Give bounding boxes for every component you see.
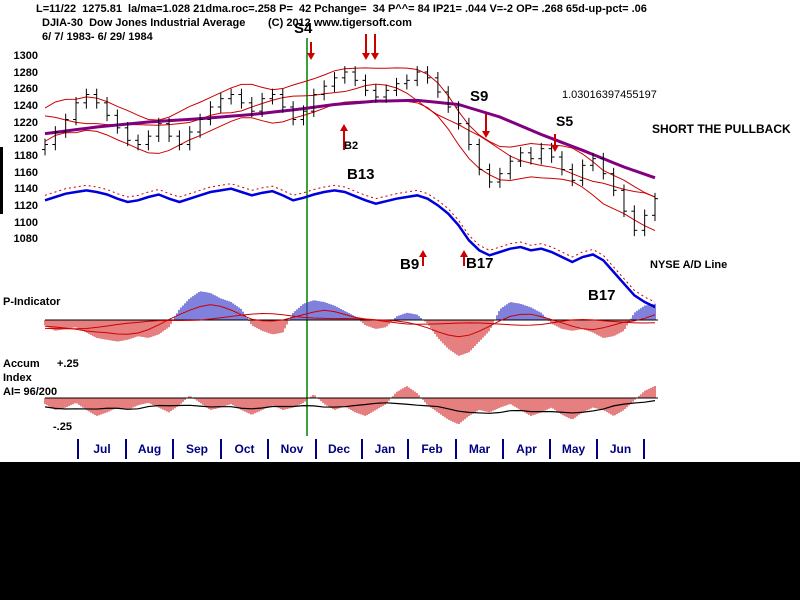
- symbol-title: DJIA-30 Dow Jones Industrial Average: [42, 17, 246, 29]
- accum-label: Accum: [3, 358, 40, 370]
- month-label-mar: Mar: [468, 442, 491, 456]
- annotation-s9: S9: [470, 88, 489, 105]
- month-label-oct: Oct: [234, 442, 255, 456]
- month-label-jun: Jun: [609, 442, 632, 456]
- month-label-apr: Apr: [516, 442, 537, 456]
- y-axis-label: 1220: [13, 116, 38, 129]
- annotation-s5: S5: [556, 113, 574, 129]
- date-range: 6/ 7/ 1983- 6/ 29/ 1984: [42, 31, 153, 43]
- minus-25-label: -.25: [53, 421, 72, 433]
- stats-line: L=11/22 1275.81 la/ma=1.028 21dma.roc=.2…: [36, 3, 647, 15]
- y-axis-label: 1160: [14, 166, 38, 179]
- y-axis-label: 1180: [14, 150, 38, 162]
- annotation-nyse-ad-line: NYSE A/D Line: [650, 259, 728, 271]
- y-axis-label: 1080: [13, 233, 38, 246]
- annotation-b17-second: B17: [588, 287, 616, 304]
- annotation-s4: S4: [294, 20, 313, 37]
- bottom-black-band: [0, 462, 800, 600]
- annotation-b2: B2: [344, 140, 359, 152]
- y-axis-label: 1120: [14, 200, 38, 212]
- y-axis-label: 1100: [14, 216, 38, 229]
- month-label-sep: Sep: [185, 442, 208, 456]
- y-axis-label: 1140: [14, 183, 38, 196]
- annotation-b17: B17: [466, 255, 494, 272]
- annotation-ratio-value: 1.03016397455197: [562, 89, 657, 101]
- y-axis-label: 1260: [13, 83, 38, 96]
- plus-25-label: +.25: [57, 358, 79, 370]
- annotation-b13: B13: [347, 166, 375, 183]
- y-axis-label: 1300: [13, 50, 38, 62]
- copyright-text: (C) 2012 www.tigersoft.com: [268, 17, 412, 29]
- p-indicator-label: P-Indicator: [3, 296, 61, 308]
- month-label-jul: Jul: [93, 442, 111, 456]
- index-label: Index: [3, 372, 32, 384]
- y-axis-label: 1240: [13, 100, 38, 112]
- left-edge-mark: [0, 147, 3, 214]
- y-axis-label: 1280: [13, 66, 38, 79]
- ai-value-label: AI= 96/200: [3, 386, 58, 398]
- annotation-b9: B9: [400, 256, 420, 273]
- month-label-nov: Nov: [280, 442, 304, 456]
- y-axis-label: 1200: [13, 133, 38, 146]
- month-label-feb: Feb: [421, 442, 443, 456]
- month-label-dec: Dec: [327, 442, 350, 456]
- annotation-short-the-pullback: SHORT THE PULLBACK: [652, 122, 791, 136]
- month-label-jan: Jan: [374, 442, 396, 456]
- month-label-aug: Aug: [137, 442, 162, 456]
- month-label-may: May: [561, 442, 586, 456]
